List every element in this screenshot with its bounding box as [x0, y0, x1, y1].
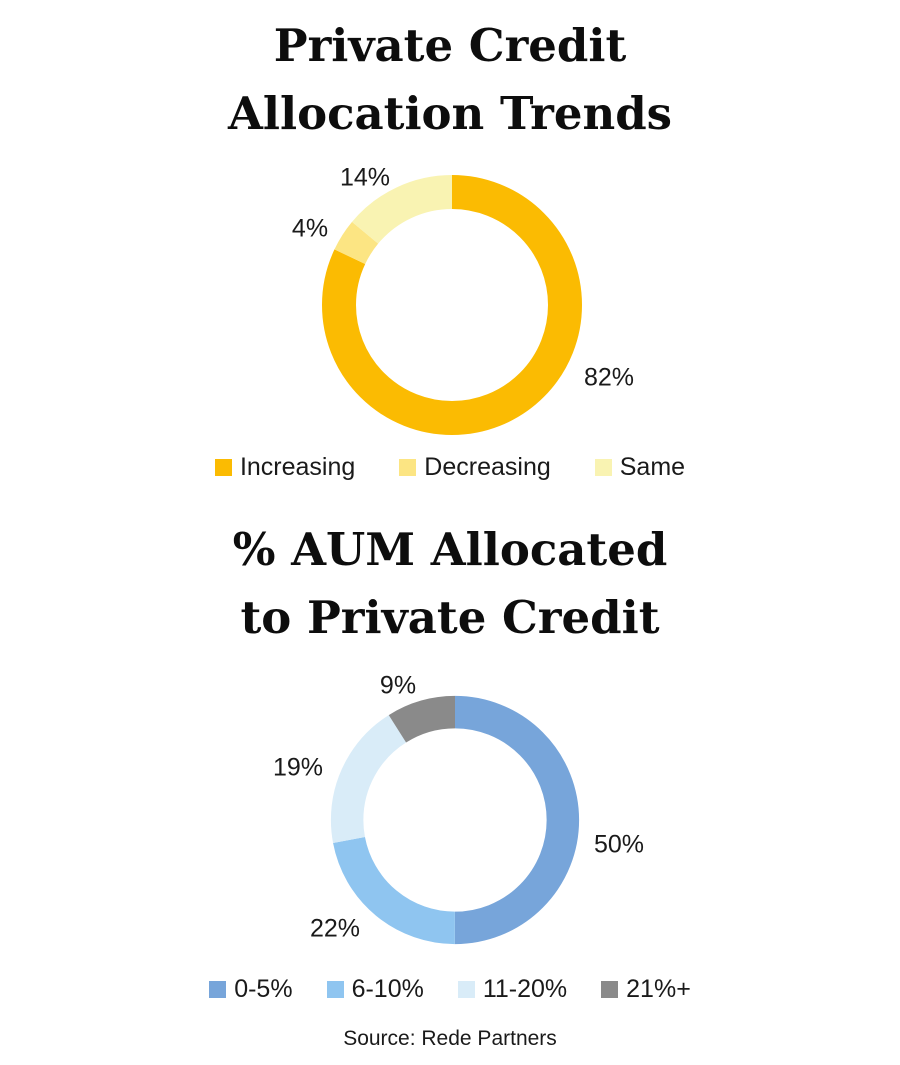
- chart1-title-line2: Allocation Trends: [227, 87, 673, 140]
- legend-label-0-5: 0-5%: [234, 975, 293, 1003]
- legend-label-6-10: 6-10%: [351, 975, 424, 1003]
- chart1-title-line1: Private Credit: [273, 19, 627, 72]
- chart2-label-11-20: 19%: [272, 753, 324, 782]
- legend-item-11-20: 11-20%: [457, 975, 568, 1004]
- legend-swatch-decreasing: [399, 459, 417, 476]
- chart2-label-0-5: 50%: [593, 830, 645, 859]
- chart1-title: Private Credit Allocation Trends: [0, 12, 900, 148]
- chart2-label-21plus: 9%: [379, 671, 417, 700]
- legend-swatch-same: [594, 459, 612, 476]
- chart2-title-line1: % AUM Allocated: [232, 523, 668, 576]
- legend-swatch-21plus: [601, 981, 619, 998]
- legend-label-same: Same: [619, 453, 686, 481]
- source-note: Source: Rede Partners: [343, 1027, 557, 1050]
- legend-item-increasing: Increasing: [214, 453, 356, 482]
- chart1-donut: [322, 175, 582, 435]
- donut-segment-21%+: [330, 695, 580, 945]
- chart1-label-decreasing: 4%: [291, 214, 329, 243]
- chart1-label-increasing: 82%: [583, 363, 635, 392]
- legend-label-increasing: Increasing: [239, 453, 356, 481]
- chart2-label-6-10: 22%: [309, 914, 361, 943]
- chart2-title-line2: to Private Credit: [240, 591, 660, 644]
- legend-label-decreasing: Decreasing: [424, 453, 551, 481]
- legend-item-21plus: 21%+: [601, 975, 691, 1004]
- legend-swatch-0-5: [209, 981, 227, 998]
- chart2-legend: 0-5% 6-10% 11-20% 21%+: [0, 975, 900, 1004]
- legend-item-0-5: 0-5%: [209, 975, 293, 1004]
- chart1-legend: Increasing Decreasing Same: [0, 453, 900, 482]
- legend-item-decreasing: Decreasing: [399, 453, 551, 482]
- legend-swatch-increasing: [214, 459, 232, 476]
- chart2-title: % AUM Allocated to Private Credit: [0, 516, 900, 652]
- legend-label-11-20: 11-20%: [482, 975, 568, 1003]
- donut-segment-Same: [322, 175, 582, 435]
- legend-item-6-10: 6-10%: [326, 975, 424, 1004]
- donut-segment-11-20%: [330, 695, 580, 945]
- legend-swatch-11-20: [457, 981, 475, 998]
- chart1-label-same: 14%: [339, 163, 391, 192]
- legend-label-21plus: 21%+: [626, 975, 691, 1003]
- chart2-donut: [330, 695, 580, 945]
- legend-swatch-6-10: [326, 981, 344, 998]
- legend-item-same: Same: [594, 453, 686, 482]
